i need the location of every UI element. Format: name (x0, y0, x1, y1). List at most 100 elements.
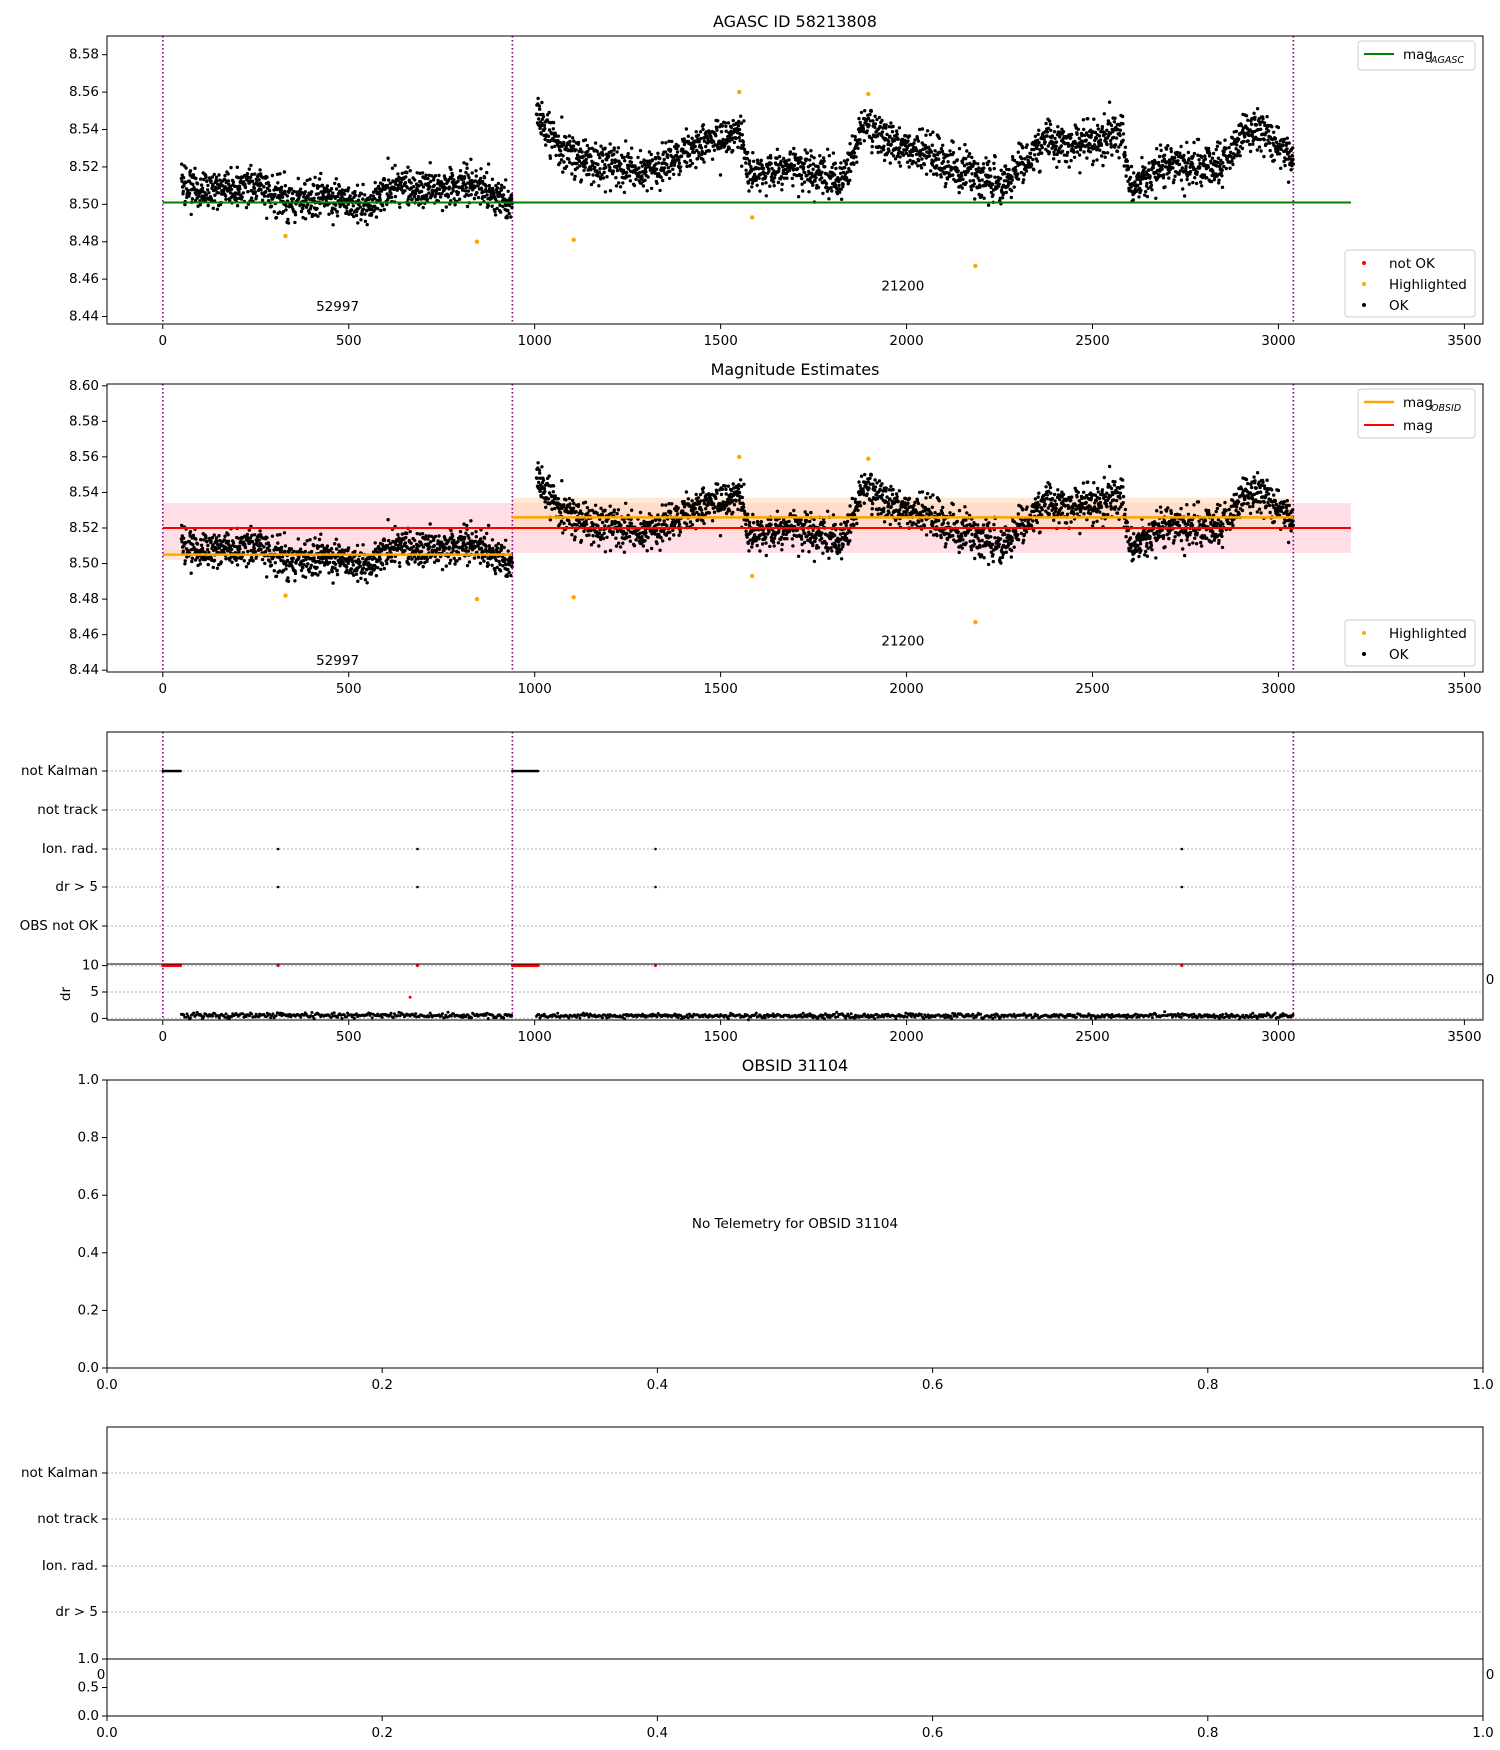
ok-point (1089, 133, 1094, 138)
ok-point (315, 206, 319, 211)
ok-point (641, 184, 646, 188)
ok-point (1200, 175, 1205, 180)
ok-point (914, 152, 919, 157)
ok-point (976, 176, 980, 180)
ok-point (634, 177, 638, 181)
ok-point (537, 468, 542, 472)
ok-point (1010, 175, 1014, 179)
legend-label-mag: mag (1403, 47, 1433, 63)
ok-point (623, 520, 627, 524)
ok-point (396, 178, 400, 182)
ok-point (393, 194, 398, 199)
ok-point (944, 181, 948, 186)
ok-point (668, 148, 673, 152)
ok-point (1077, 141, 1081, 145)
ok-point (351, 563, 355, 567)
ok-point (548, 156, 553, 160)
ok-point (440, 192, 444, 196)
ok-point (910, 153, 915, 158)
ok-point (718, 173, 723, 177)
ok-point (679, 154, 684, 158)
ok-point (463, 183, 467, 187)
ok-point (407, 562, 411, 566)
ok-point (1022, 172, 1026, 176)
ok-point (957, 190, 961, 195)
ok-point (719, 130, 724, 134)
ok-point (690, 136, 694, 140)
ok-point (538, 107, 542, 111)
legend-box (1357, 40, 1476, 71)
ok-point (626, 167, 631, 171)
ok-point (749, 169, 754, 173)
ok-point (992, 161, 996, 166)
ok-point (407, 203, 411, 207)
ok-point (766, 156, 770, 160)
ok-point (279, 188, 283, 192)
ok-point (775, 156, 779, 160)
ok-point (876, 150, 880, 155)
ok-point (742, 119, 746, 123)
ok-point (701, 157, 705, 161)
ok-point (322, 186, 326, 190)
ok-point (258, 168, 262, 172)
ok-point (946, 160, 950, 164)
ok-point (918, 127, 922, 132)
ok-point (735, 126, 739, 131)
ok-point (546, 497, 551, 501)
ok-point (1176, 159, 1180, 163)
ok-point (795, 167, 800, 171)
ok-point (304, 198, 308, 202)
highlighted-point (571, 237, 576, 242)
ok-point (273, 561, 277, 565)
ok-point (190, 197, 195, 201)
ok-point (506, 549, 510, 553)
ok-point (1055, 133, 1060, 137)
ok-point (980, 178, 984, 182)
ok-point (939, 147, 944, 151)
ok-point (974, 173, 979, 177)
ok-point (412, 184, 416, 189)
ok-point (463, 189, 468, 193)
ok-point (929, 169, 933, 173)
ok-point (303, 549, 307, 554)
ok-point (482, 559, 486, 563)
ok-point (206, 562, 210, 567)
ok-point (792, 146, 796, 151)
ok-point (749, 165, 753, 169)
ok-point (960, 161, 965, 165)
ok-point (881, 126, 885, 130)
ok-point (416, 194, 421, 199)
ok-point (801, 189, 805, 193)
ok-point (989, 190, 994, 195)
y-tick-label: 8.58 (69, 47, 99, 63)
ok-point (403, 549, 407, 553)
ok-point (754, 178, 758, 182)
ok-point (625, 175, 629, 179)
ok-point (759, 158, 763, 162)
ok-point (1206, 165, 1211, 169)
ok-point (412, 545, 416, 549)
ok-point (453, 203, 457, 207)
ok-point (688, 163, 692, 168)
ok-point (1105, 128, 1109, 132)
ok-point (1148, 174, 1152, 178)
ok-point (442, 188, 446, 192)
ok-point (282, 531, 287, 535)
ok-point (764, 181, 768, 185)
obsid-label: 52997 (316, 299, 359, 315)
ok-point (587, 509, 591, 513)
ok-point (818, 154, 822, 158)
ok-point (535, 112, 539, 117)
ok-point (811, 167, 815, 171)
ok-point (469, 193, 473, 197)
ok-point (181, 549, 185, 553)
ok-point (645, 549, 649, 553)
ok-point (1155, 147, 1159, 151)
ok-point (355, 209, 359, 214)
ok-point (292, 549, 296, 554)
ok-point (484, 189, 489, 194)
legend-marker (1362, 303, 1366, 307)
ok-point (1025, 155, 1030, 159)
ok-point (959, 171, 964, 175)
ok-point (180, 523, 184, 528)
